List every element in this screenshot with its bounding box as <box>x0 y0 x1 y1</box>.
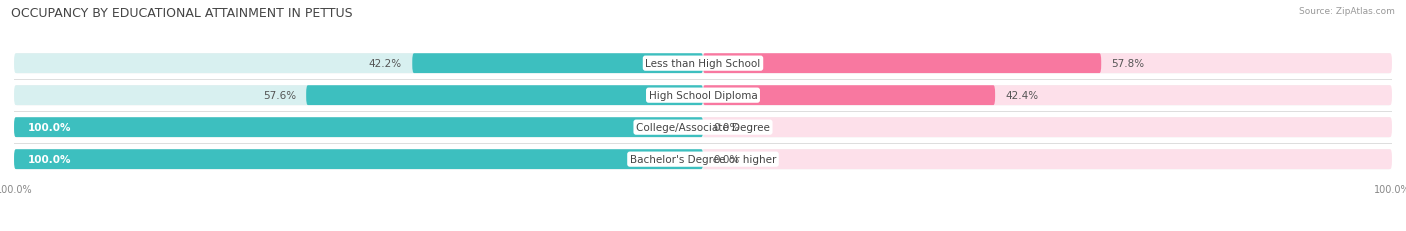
FancyBboxPatch shape <box>14 118 703 137</box>
FancyBboxPatch shape <box>14 53 1392 75</box>
Text: 100.0%: 100.0% <box>28 155 72 164</box>
FancyBboxPatch shape <box>14 85 1392 107</box>
FancyBboxPatch shape <box>412 54 703 74</box>
Text: High School Diploma: High School Diploma <box>648 91 758 101</box>
FancyBboxPatch shape <box>703 86 1392 106</box>
Text: 57.8%: 57.8% <box>1112 59 1144 69</box>
FancyBboxPatch shape <box>307 86 703 106</box>
Text: College/Associate Degree: College/Associate Degree <box>636 123 770 133</box>
FancyBboxPatch shape <box>703 86 995 106</box>
FancyBboxPatch shape <box>703 54 1392 74</box>
FancyBboxPatch shape <box>703 118 1392 137</box>
Text: 42.4%: 42.4% <box>1005 91 1039 101</box>
Text: 0.0%: 0.0% <box>713 155 740 164</box>
FancyBboxPatch shape <box>14 116 1392 139</box>
Text: Bachelor's Degree or higher: Bachelor's Degree or higher <box>630 155 776 164</box>
FancyBboxPatch shape <box>14 118 703 137</box>
Text: 0.0%: 0.0% <box>713 123 740 133</box>
FancyBboxPatch shape <box>703 150 1392 169</box>
Text: 100.0%: 100.0% <box>28 123 72 133</box>
FancyBboxPatch shape <box>703 54 1101 74</box>
Text: OCCUPANCY BY EDUCATIONAL ATTAINMENT IN PETTUS: OCCUPANCY BY EDUCATIONAL ATTAINMENT IN P… <box>11 7 353 20</box>
Text: Less than High School: Less than High School <box>645 59 761 69</box>
Text: Source: ZipAtlas.com: Source: ZipAtlas.com <box>1299 7 1395 16</box>
FancyBboxPatch shape <box>14 150 703 169</box>
FancyBboxPatch shape <box>14 148 1392 171</box>
FancyBboxPatch shape <box>14 86 703 106</box>
FancyBboxPatch shape <box>14 150 703 169</box>
Text: 57.6%: 57.6% <box>263 91 295 101</box>
Text: 42.2%: 42.2% <box>368 59 402 69</box>
FancyBboxPatch shape <box>14 54 703 74</box>
